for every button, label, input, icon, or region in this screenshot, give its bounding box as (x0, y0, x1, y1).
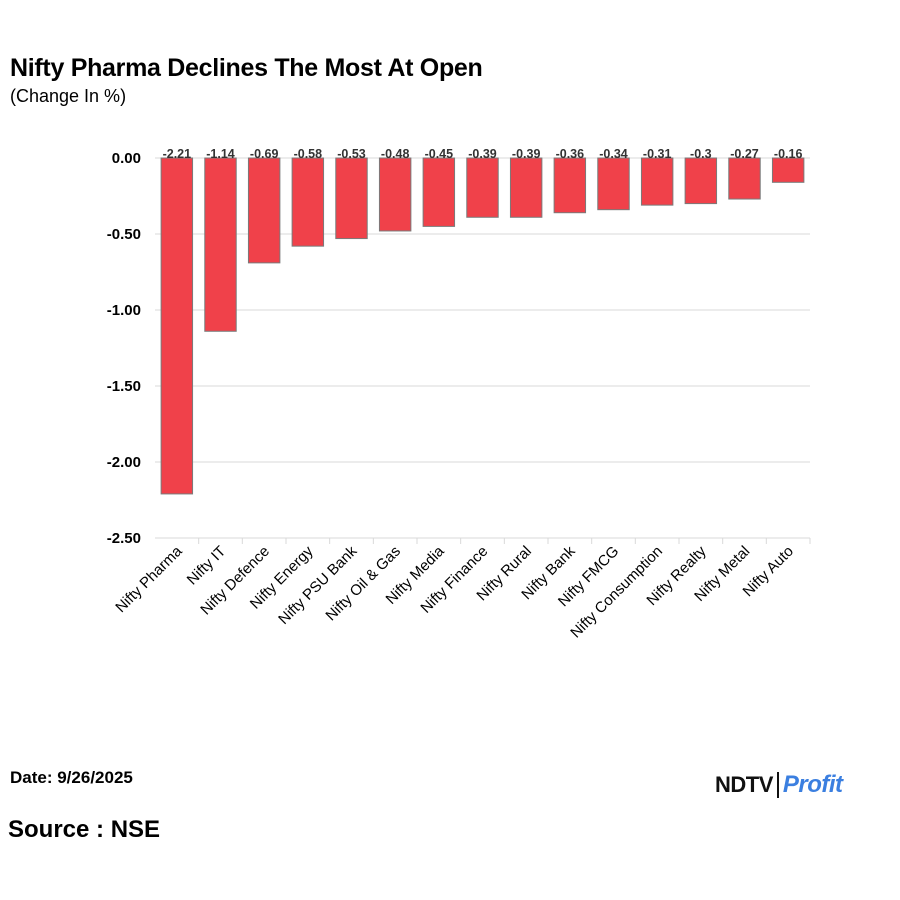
y-tick-label: -1.50 (107, 378, 141, 395)
data-label: -0.31 (643, 147, 672, 161)
chart-title: Nifty Pharma Declines The Most At Open (10, 54, 483, 82)
x-tick-label: Nifty Oil & Gas (322, 543, 404, 625)
data-label: -0.69 (250, 147, 279, 161)
bar (771, 157, 805, 183)
bar (204, 157, 237, 332)
y-tick-label: -1.00 (107, 302, 141, 319)
bar (291, 157, 325, 247)
data-label: -0.36 (556, 147, 585, 161)
data-label: -0.3 (690, 147, 712, 161)
data-label: -0.16 (774, 147, 803, 161)
data-label: -0.39 (512, 147, 541, 161)
source-label: Source : NSE (8, 816, 161, 843)
bar (640, 157, 674, 206)
chart-subtitle: (Change In %) (10, 86, 127, 106)
y-tick-label: -0.50 (107, 226, 141, 243)
bar (466, 157, 499, 218)
x-tick-label: Nifty PSU Bank (275, 542, 360, 627)
data-label: -1.14 (206, 147, 235, 161)
brand-profit-text: Profit (782, 771, 843, 798)
data-label: -0.53 (337, 147, 366, 161)
bar (553, 157, 587, 214)
brand-logo: NDTV Profit (715, 770, 843, 800)
bar (335, 157, 368, 240)
y-tick-label: 0.00 (112, 150, 141, 167)
brand-ndtv-text: NDTV (715, 772, 773, 797)
data-label: -0.34 (599, 147, 628, 161)
bar (684, 157, 718, 205)
data-label: -0.48 (381, 147, 410, 161)
data-label: -0.45 (425, 147, 454, 161)
x-tick-label: Nifty Pharma (112, 542, 186, 616)
bar (597, 157, 630, 211)
bar (422, 157, 456, 227)
bar (378, 157, 412, 232)
y-tick-label: -2.00 (107, 454, 141, 471)
y-tick-label: -2.50 (107, 530, 141, 547)
data-label: -0.39 (468, 147, 497, 161)
bar (728, 157, 761, 200)
bar-chart: 0.00 -0.50 -1.00 -1.50 -2.00 -2.50 -2.21 Nifty … (107, 147, 811, 641)
data-label: -2.21 (163, 147, 192, 161)
date-label: Date: 9/26/2025 (10, 768, 133, 787)
data-label: -0.27 (730, 147, 759, 161)
bar (160, 157, 194, 495)
bar (509, 157, 543, 218)
bar (247, 157, 281, 264)
brand-separator (776, 772, 779, 798)
data-label: -0.58 (294, 147, 323, 161)
